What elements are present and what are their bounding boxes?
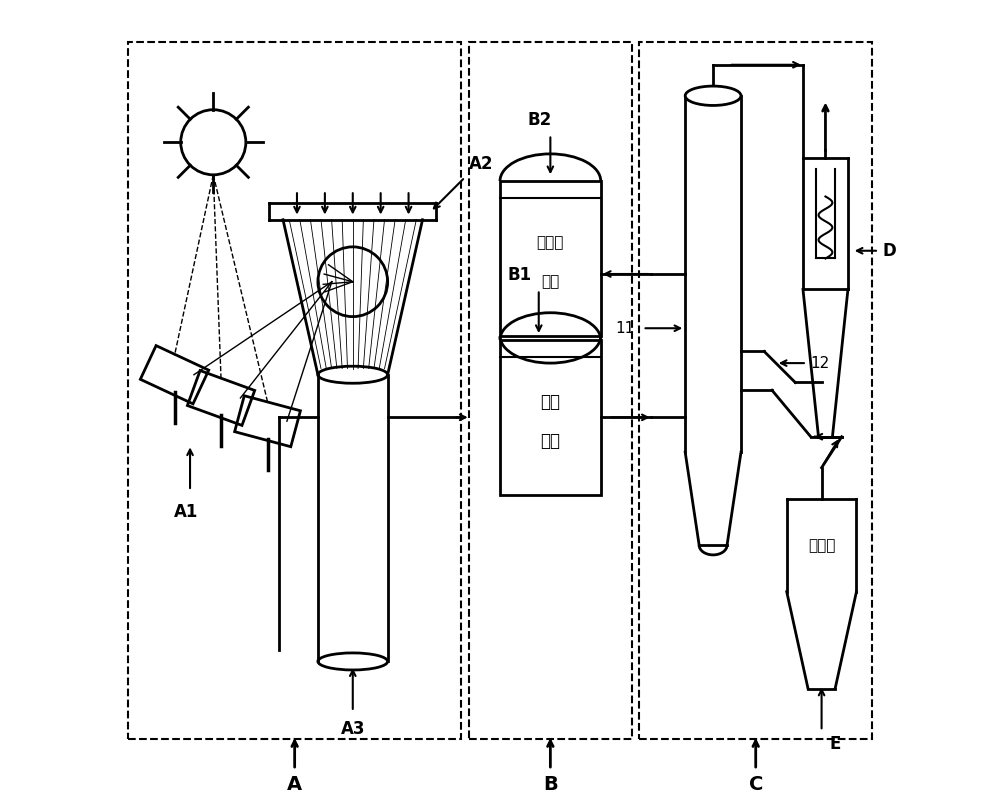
Bar — [500, 181, 601, 336]
Text: 储罐: 储罐 — [540, 432, 560, 450]
Text: 高温: 高温 — [540, 393, 560, 410]
Ellipse shape — [685, 86, 741, 105]
Text: B: B — [543, 775, 558, 794]
Text: A2: A2 — [469, 155, 494, 173]
Bar — [128, 41, 461, 739]
Text: A: A — [287, 775, 302, 794]
Text: B2: B2 — [527, 112, 551, 129]
Text: 中低温: 中低温 — [537, 235, 564, 250]
Text: 燃料仓: 燃料仓 — [808, 538, 835, 552]
Text: B1: B1 — [508, 266, 532, 285]
Text: C: C — [749, 775, 763, 794]
Bar — [639, 41, 872, 739]
Bar — [469, 41, 632, 739]
Bar — [500, 340, 601, 495]
Text: 12: 12 — [811, 355, 830, 371]
Text: 储罐: 储罐 — [541, 274, 559, 289]
Text: A1: A1 — [174, 503, 198, 520]
Text: 11: 11 — [616, 320, 635, 336]
Text: E: E — [829, 735, 841, 753]
Text: D: D — [883, 241, 897, 260]
Text: A3: A3 — [341, 720, 365, 737]
